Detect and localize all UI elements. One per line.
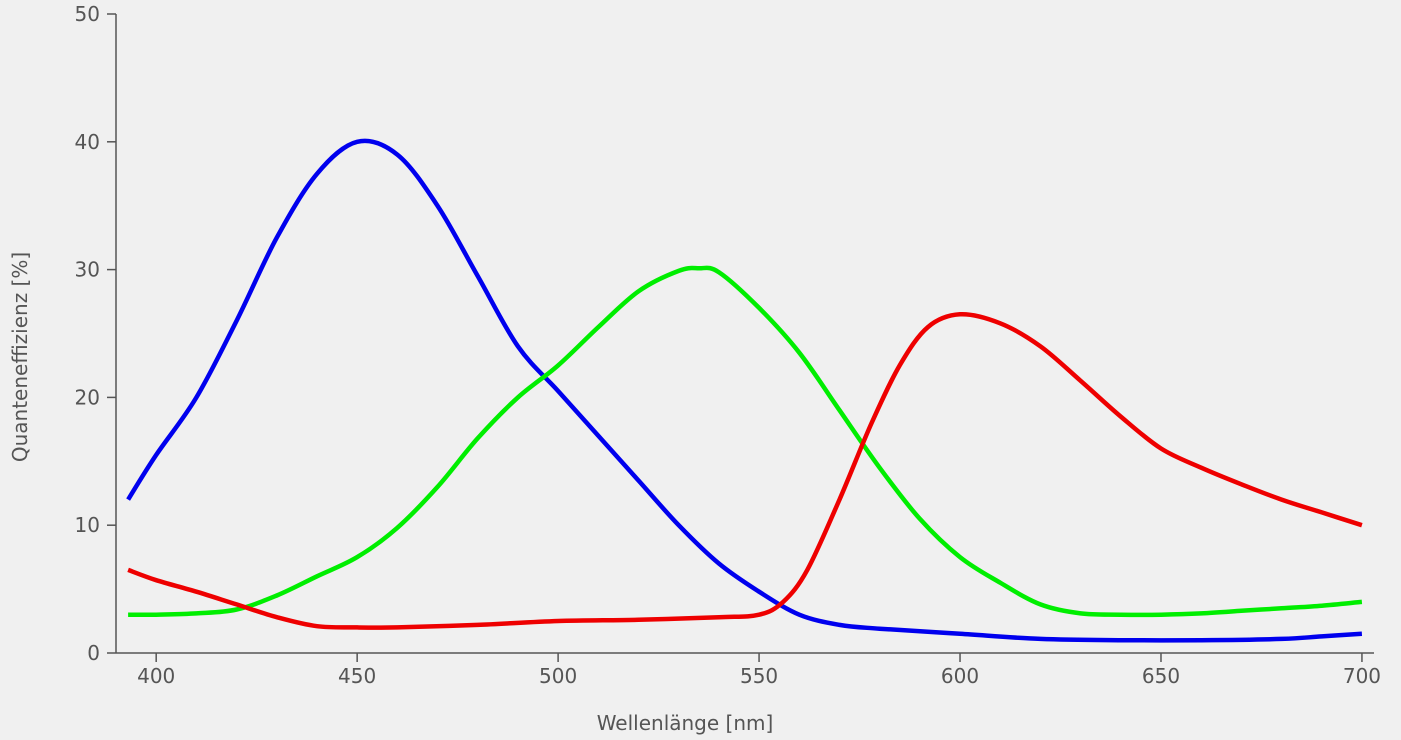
- x-tick-label: 400: [137, 664, 175, 688]
- y-tick-label: 30: [75, 258, 100, 282]
- x-tick-label: 600: [941, 664, 979, 688]
- y-tick-label: 50: [75, 2, 100, 26]
- x-ticks: 400 450 500 550 600 650 700: [137, 653, 1381, 688]
- x-axis-title: Wellenlänge [nm]: [597, 711, 774, 735]
- x-tick-label: 550: [740, 664, 778, 688]
- axes: [115, 14, 1374, 654]
- y-tick-label: 40: [75, 130, 100, 154]
- x-tick-label: 700: [1343, 664, 1381, 688]
- x-tick-label: 650: [1142, 664, 1180, 688]
- series-line-1: [128, 265, 1363, 618]
- y-tick-label: 10: [75, 513, 100, 537]
- y-ticks: 0 10 20 30 40 50: [75, 2, 116, 665]
- x-tick-label: 500: [539, 664, 577, 688]
- series-line-0: [126, 138, 1363, 643]
- x-tick-label: 450: [338, 664, 376, 688]
- series-group: [126, 138, 1363, 643]
- y-axis-title: Quanteneffizienz [%]: [8, 252, 32, 462]
- y-tick-label: 20: [75, 385, 100, 409]
- y-tick-label: 0: [87, 641, 100, 665]
- series-line-2: [127, 312, 1363, 630]
